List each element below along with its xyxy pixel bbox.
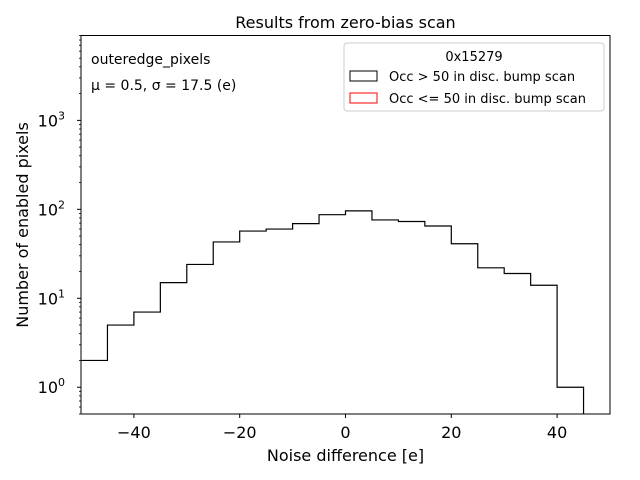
x-tick-label: 40 [547,423,567,442]
histogram-bar [531,285,557,414]
histogram-bar [107,325,133,414]
legend: 0x15279 Occ > 50 in disc. bump scan Occ … [343,42,605,112]
histogram-bar [81,360,107,414]
histogram-bar [504,273,530,414]
legend-box [343,42,605,112]
y-tick-label: 101 [38,287,65,308]
y-axis-label: Number of enabled pixels [13,122,32,328]
histogram-bar [372,220,398,414]
x-axis-label: Noise difference [e] [267,446,424,465]
histogram-bar [266,229,292,414]
chart-title: Results from zero-bias scan [235,13,455,32]
x-tick-label: −20 [223,423,257,442]
stats-annotation: μ = 0.5, σ = 17.5 (e) [91,78,236,94]
legend-entry-label: Occ > 50 in disc. bump scan [389,70,575,85]
legend-entry-label: Occ <= 50 in disc. bump scan [389,92,586,107]
legend-swatch-red [349,92,378,104]
histogram-bar [160,283,186,414]
plot-area [81,210,585,414]
x-axis: −40 −20 0 20 40 [117,414,567,442]
y-tick-label: 102 [38,198,65,219]
x-tick-label: −40 [117,423,151,442]
x-tick-label: 0 [340,423,350,442]
legend-title: 0x15279 [445,50,502,65]
histogram-bar [398,221,424,414]
y-tick-label: 100 [38,376,65,397]
histogram-series-line [81,210,585,414]
legend-swatch-black [349,70,378,82]
histogram-bar [293,224,319,414]
histogram-bar [134,312,160,414]
y-tick-label: 103 [38,109,65,130]
histogram-bar [478,268,504,414]
histogram-bar [187,264,213,414]
x-tick-label: 20 [441,423,461,442]
histogram-bar [451,244,477,414]
histogram-bar [425,226,451,414]
y-axis: 100 101 102 103 [38,35,81,415]
histogram-bar [213,242,239,414]
histogram-bar [240,231,266,414]
histogram-bar [346,211,372,414]
dataset-label: outeredge_pixels [91,52,210,68]
histogram-bar [319,215,345,414]
histogram-bar [557,387,583,414]
